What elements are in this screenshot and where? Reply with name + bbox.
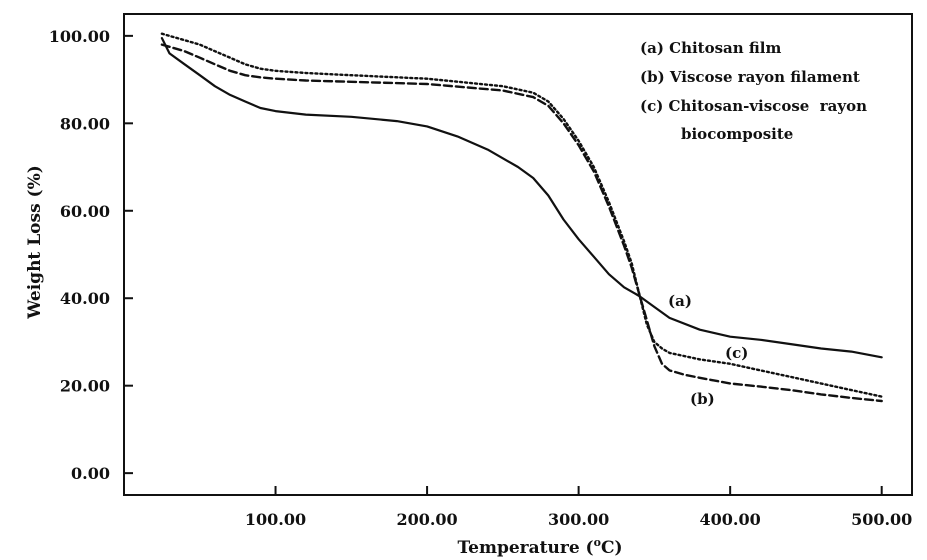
- legend-entry-c: (c) Chitosan-viscose rayon: [640, 97, 867, 115]
- y-axis-title: Weight Loss (%): [25, 165, 45, 320]
- legend-entry-c-continued: biocomposite: [681, 125, 793, 143]
- legend-entry-b: (b) Viscose rayon filament: [640, 68, 860, 86]
- x-tick-label: 500.00: [851, 510, 912, 529]
- curve-label-c: (c): [725, 344, 748, 362]
- x-axis-ticks: 100.00 200.00 300.00 400.00 500.00: [245, 486, 912, 529]
- legend: (a) Chitosan film (b) Viscose rayon fila…: [640, 39, 867, 143]
- y-tick-label: 100.00: [49, 27, 110, 46]
- y-tick-label: 20.00: [60, 377, 110, 396]
- x-tick-label: 300.00: [548, 510, 609, 529]
- y-tick-label: 0.00: [71, 464, 110, 483]
- series-line-c: [160, 32, 883, 398]
- x-tick-label: 400.00: [700, 510, 761, 529]
- curve-label-b: (b): [690, 390, 715, 408]
- y-tick-label: 60.00: [60, 202, 110, 221]
- y-axis-ticks: 0.00 20.00 40.00 60.00 80.00 100.00: [49, 27, 133, 483]
- y-tick-label: 80.00: [60, 114, 110, 133]
- legend-entry-a: (a) Chitosan film: [640, 39, 782, 57]
- curve-label-a: (a): [668, 292, 692, 310]
- x-axis-title-main: Temperature (: [457, 538, 593, 558]
- series-line-b: [160, 43, 883, 403]
- x-axis-title-degree: o: [594, 536, 601, 549]
- x-tick-label: 200.00: [396, 510, 457, 529]
- series-line-a: [160, 37, 883, 359]
- x-tick-label: 100.00: [245, 510, 306, 529]
- plot-frame: [123, 13, 913, 496]
- y-tick-label: 40.00: [60, 289, 110, 308]
- x-axis-title-unit: C): [601, 538, 623, 558]
- x-axis-title: Temperature (oC): [457, 536, 622, 558]
- series-layer: [160, 32, 883, 403]
